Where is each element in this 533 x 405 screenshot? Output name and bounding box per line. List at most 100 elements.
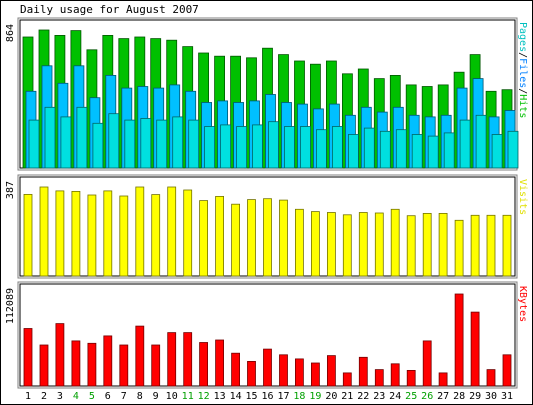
bar-pages-day-12 [204,126,216,169]
bar-visits-day-16 [263,198,272,277]
bar-pages-day-2 [44,106,56,169]
bar-kbytes-day-20 [326,355,336,387]
bar-visits-day-15 [247,199,256,277]
bar-pages-day-22 [363,127,375,169]
bar-pages-day-23 [379,130,391,169]
bar-kbytes-day-30 [486,369,496,387]
series-kbytes [23,293,512,387]
x-tick-label: 27 [437,391,449,402]
series-label-part: Files [517,58,528,88]
bar-pages-day-30 [491,134,503,169]
bar-pages-day-10 [172,116,184,169]
bar-pages-day-7 [124,119,136,169]
bar-visits-day-20 [326,212,336,277]
bar-kbytes-day-5 [87,342,97,387]
bar-pages-day-20 [331,126,343,169]
bar-visits-day-24 [390,208,400,277]
bar-kbytes-day-8 [135,325,145,387]
series-pages [28,106,519,169]
x-tick-label: 1 [25,391,31,402]
bar-pages-day-14 [236,126,248,169]
bar-kbytes-day-2 [39,344,49,387]
bar-pages-day-18 [300,126,311,169]
bar-kbytes-day-19 [310,362,320,387]
x-tick-label: 2 [41,391,47,402]
bar-kbytes-day-25 [406,369,416,387]
panel-kbytes: 112089 KBytes [5,281,528,389]
bar-visits-day-11 [183,189,193,277]
x-tick-label: 11 [182,391,194,402]
bar-kbytes-day-23 [374,369,384,387]
bar-pages-day-31 [507,130,519,169]
bar-kbytes-day-24 [390,363,400,387]
bar-kbytes-day-7 [119,344,129,387]
bar-visits-day-25 [406,215,416,277]
panel-max-label: 387 [5,181,16,199]
bar-pages-day-3 [60,116,72,169]
bar-visits-day-19 [310,211,320,277]
x-tick-label: 17 [277,391,289,402]
bar-visits-day-23 [374,212,384,277]
x-tick-label: 12 [198,391,210,402]
bar-kbytes-day-3 [55,323,65,387]
bar-visits-day-30 [486,214,496,277]
bar-visits-day-27 [438,212,448,277]
x-tick-label: 25 [405,391,417,402]
bar-pages-day-5 [92,122,104,169]
bar-pages-day-15 [252,124,263,169]
series-label-part: Hits [517,94,528,118]
bar-visits-day-4 [71,190,81,277]
bar-pages-day-25 [411,134,423,169]
bar-kbytes-day-16 [263,348,272,387]
bar-visits-day-14 [231,203,241,277]
bar-pages-day-8 [140,118,152,169]
bar-pages-day-29 [475,114,487,169]
x-tick-label: 19 [309,391,321,402]
bar-pages-day-4 [76,106,88,169]
bar-visits-day-6 [103,190,113,277]
bar-pages-day-19 [315,129,327,169]
x-tick-label: 23 [373,391,385,402]
x-tick-label: 5 [89,391,95,402]
panel-frame [17,17,518,171]
bar-kbytes-day-13 [215,339,225,387]
bar-kbytes-day-31 [502,354,512,387]
x-tick-label: 28 [453,391,465,402]
x-tick-label: 29 [469,391,481,402]
bar-pages-day-13 [220,124,232,169]
bar-visits-day-3 [55,190,65,277]
bar-pages-day-28 [459,119,471,169]
bar-visits-day-1 [23,193,33,277]
bar-kbytes-day-11 [183,332,193,387]
x-tick-label: 3 [57,391,63,402]
bar-pages-day-1 [28,119,40,169]
panel-series-label: Visits [517,179,528,215]
series-label-part: KBytes [517,286,528,322]
x-tick-label: 4 [73,391,79,402]
panel-frame [17,281,518,389]
x-axis-labels: 1 2 3 4 5 6 7 8 9 10 11 12 13 14 15 16 17 18 19 20 21 22 23 24 2… [25,391,513,402]
bar-visits-day-10 [167,186,177,277]
bar-visits-day-8 [135,186,145,277]
bar-visits-day-29 [470,214,480,277]
bar-kbytes-day-14 [231,352,241,387]
bar-kbytes-day-18 [294,358,304,387]
bar-kbytes-day-4 [71,340,81,387]
series-visits [23,186,512,277]
x-tick-label: 24 [389,391,401,402]
panel-hits: 864 Pages/Files/Hits [5,17,528,171]
x-tick-label: 26 [421,391,433,402]
bar-kbytes-day-21 [342,372,352,387]
x-tick-label: 15 [245,391,257,402]
series-label-part: Visits [517,179,528,215]
bar-pages-day-26 [427,135,439,169]
bar-visits-day-5 [87,194,97,277]
panel-max-label: 864 [5,24,16,42]
bar-visits-day-28 [454,219,464,277]
bar-pages-day-17 [284,126,295,169]
bar-visits-day-9 [151,194,161,277]
bar-kbytes-day-26 [422,340,432,387]
series-label-part: Pages [517,22,528,52]
